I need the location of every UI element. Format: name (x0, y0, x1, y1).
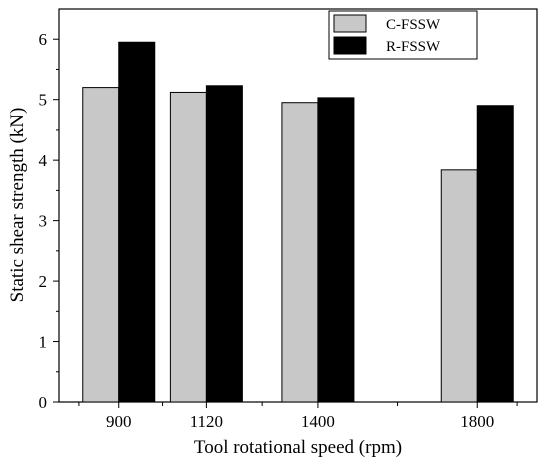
axes-layer: 0 1 2 3 4 5 6 900 1120 1400 1800 (39, 30, 518, 431)
y-tick-label-6: 6 (39, 30, 48, 49)
y-tick-label-2: 2 (39, 272, 48, 291)
legend: C-FSSW R-FSSW (328, 10, 478, 60)
y-tick-label-0: 0 (39, 393, 48, 412)
x-tick-label-1400: 1400 (301, 412, 335, 431)
legend-swatch-c-fssw (333, 14, 367, 33)
x-tick-label-1800: 1800 (460, 412, 494, 431)
bar-r-fssw-1800 (476, 105, 514, 403)
y-tick-label-3: 3 (39, 212, 48, 231)
x-tick-label-900: 900 (106, 412, 132, 431)
x-tick-label-1120: 1120 (190, 412, 223, 431)
y-tick-label-5: 5 (39, 91, 48, 110)
x-axis-title: Tool rotational speed (rpm) (194, 437, 402, 458)
legend-swatch-r-fssw (333, 36, 367, 55)
y-tick-label-1: 1 (39, 333, 48, 352)
bar-r-fssw-1120 (205, 85, 243, 403)
bar-c-fssw-1120 (169, 91, 207, 403)
legend-label-r-fssw: R-FSSW (386, 39, 441, 55)
legend-label-c-fssw: C-FSSW (386, 17, 441, 33)
bar-c-fssw-1400 (281, 102, 319, 403)
bar-c-fssw-900 (82, 87, 120, 403)
bar-r-fssw-900 (118, 41, 156, 403)
bar-c-fssw-1800 (440, 169, 478, 403)
bar-r-fssw-1400 (317, 97, 355, 403)
bars-layer (82, 41, 514, 403)
y-axis-title: Static shear strength (kN) (7, 108, 28, 303)
y-tick-label-4: 4 (39, 151, 48, 170)
